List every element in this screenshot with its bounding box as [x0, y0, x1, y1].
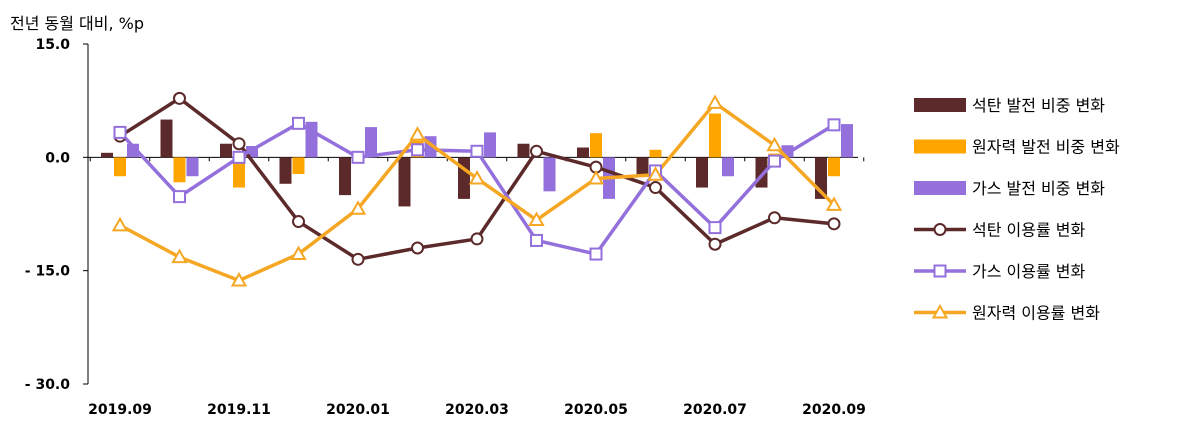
line-point	[351, 252, 365, 266]
line-point	[587, 169, 605, 185]
legend-swatch	[914, 139, 966, 154]
chart-lines	[111, 91, 843, 287]
bar	[828, 157, 840, 177]
line-point	[706, 94, 724, 109]
bar	[233, 157, 245, 188]
bar	[220, 143, 232, 158]
x-tick-label: 2020.01	[326, 402, 390, 418]
bar	[292, 157, 305, 174]
line-point	[827, 118, 841, 132]
line-point	[351, 150, 365, 164]
x-tick-label: 2020.07	[683, 402, 747, 418]
x-tick-label: 2019.11	[207, 402, 271, 418]
bar	[279, 157, 292, 184]
bar	[173, 157, 186, 183]
bar	[577, 147, 589, 158]
y-tick-label: - 30.0	[25, 377, 70, 393]
line-point	[825, 196, 843, 211]
line-point	[173, 91, 186, 105]
x-tick-label: 2020.09	[802, 402, 866, 418]
line-point	[589, 247, 603, 261]
line-point	[468, 169, 486, 185]
legend-label: 석탄 이용률 변화	[972, 221, 1085, 240]
line-point	[292, 215, 305, 229]
legend-label: 원자력 발전 비중 변화	[972, 138, 1120, 157]
line-point	[933, 223, 947, 236]
legend-swatch	[914, 181, 966, 195]
line-point	[171, 248, 188, 264]
chart-unit-label: 전년 동월 대비, %p	[10, 14, 145, 33]
line-point	[111, 216, 129, 232]
bar	[709, 113, 721, 158]
x-tick-label: 2020.05	[564, 402, 628, 418]
line-point	[766, 136, 783, 152]
line-point	[708, 237, 722, 251]
line-point	[933, 264, 947, 278]
bar	[696, 157, 708, 188]
legend-label: 석탄 발전 비중 변화	[972, 96, 1105, 115]
line-point	[113, 125, 127, 139]
line-point	[173, 190, 186, 204]
line-point	[292, 116, 305, 130]
x-tick-label: 2020.03	[445, 402, 509, 418]
bar	[649, 149, 662, 158]
line-point	[768, 211, 781, 225]
line-point	[411, 143, 424, 157]
bar	[160, 119, 173, 158]
bar	[365, 127, 377, 158]
line-point	[470, 144, 484, 158]
chart-axes: 15.0 0.0 - 15.0 - 30.0 2019.09 2019.11 2020.01…	[25, 37, 866, 418]
y-tick-label: - 15.0	[25, 264, 70, 280]
line-point	[409, 126, 426, 141]
line-point	[290, 245, 307, 261]
line-point	[649, 181, 662, 195]
bar	[722, 157, 734, 177]
x-tick-label: 2019.09	[88, 402, 152, 418]
line-point	[349, 200, 367, 215]
bar	[458, 157, 470, 199]
y-tick-label: 0.0	[45, 150, 70, 166]
bar	[636, 157, 649, 177]
bar	[398, 157, 411, 207]
line-point	[647, 166, 664, 181]
line-point	[530, 233, 543, 247]
line-point	[232, 137, 246, 151]
line-point	[827, 217, 841, 231]
line-point	[230, 271, 248, 287]
series-line	[119, 101, 836, 283]
legend-label: 가스 이용률 변화	[972, 262, 1085, 281]
legend-label: 원자력 이용률 변화	[972, 304, 1100, 323]
y-tick-label: 15.0	[35, 37, 70, 53]
bar	[339, 157, 351, 196]
line-point	[931, 303, 949, 319]
bar	[590, 133, 602, 158]
bar	[841, 124, 853, 158]
line-point	[470, 232, 484, 246]
line-point	[708, 221, 722, 235]
bar	[101, 152, 113, 158]
line-point	[411, 241, 424, 255]
line-point	[768, 154, 781, 168]
chart-bars	[101, 113, 853, 207]
line-point	[530, 144, 543, 158]
legend-label: 가스 발전 비중 변화	[972, 179, 1105, 198]
line-point	[232, 150, 246, 164]
bar	[114, 157, 126, 177]
line-point	[528, 211, 545, 227]
bar	[543, 157, 556, 192]
legend-swatch	[914, 98, 966, 112]
bar	[484, 132, 496, 158]
bar	[517, 143, 530, 158]
bar	[186, 157, 199, 177]
